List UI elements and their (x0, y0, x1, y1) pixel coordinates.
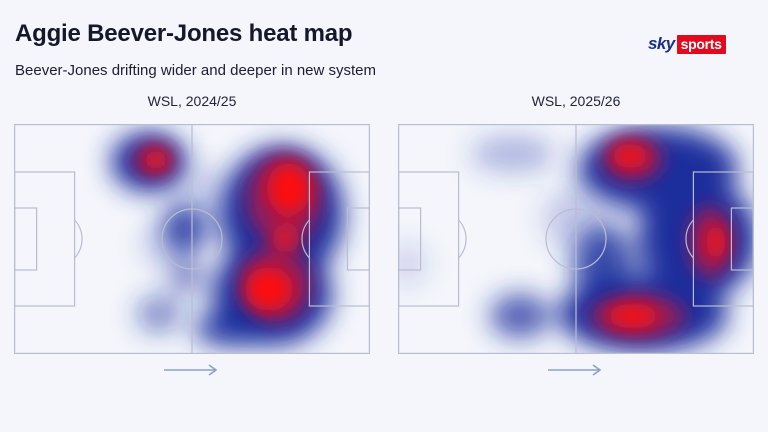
heatmap-pitch-2025-26 (398, 124, 754, 354)
panel-label-2025-26: WSL, 2025/26 (531, 93, 621, 109)
chart-subtitle: Beever-Jones drifting wider and deeper i… (15, 62, 377, 79)
heat-layer-2025-26 (398, 127, 754, 352)
logo-sports-text: sports (676, 34, 726, 54)
panel-label-2024-25: WSL, 2024/25 (147, 93, 237, 109)
sky-sports-logo: sky sports (648, 34, 726, 54)
pitch-markings-2025-26 (398, 124, 754, 354)
logo-sky-text: sky (648, 34, 675, 53)
pitch-markings-2024-25 (14, 124, 370, 354)
right-arrow-icon (164, 364, 218, 376)
right-arrow-icon (548, 364, 602, 376)
heat-layer-2024-25 (111, 132, 344, 347)
heatmap-pitch-2024-25 (14, 124, 370, 354)
chart-title: Aggie Beever-Jones heat map (15, 20, 353, 47)
